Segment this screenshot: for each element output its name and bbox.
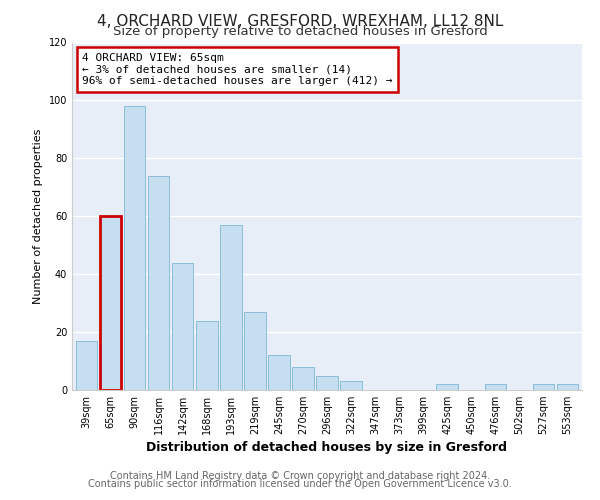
Bar <box>124 106 145 390</box>
Bar <box>292 367 314 390</box>
Bar <box>196 320 218 390</box>
Text: 4, ORCHARD VIEW, GRESFORD, WREXHAM, LL12 8NL: 4, ORCHARD VIEW, GRESFORD, WREXHAM, LL12… <box>97 14 503 28</box>
Bar <box>533 384 554 390</box>
Bar <box>148 176 169 390</box>
Bar <box>244 312 266 390</box>
Text: Contains public sector information licensed under the Open Government Licence v3: Contains public sector information licen… <box>88 479 512 489</box>
Bar <box>172 262 193 390</box>
Bar <box>485 384 506 390</box>
Bar <box>268 355 290 390</box>
Bar <box>436 384 458 390</box>
Y-axis label: Number of detached properties: Number of detached properties <box>33 128 43 304</box>
Text: Size of property relative to detached houses in Gresford: Size of property relative to detached ho… <box>113 25 487 38</box>
Text: Contains HM Land Registry data © Crown copyright and database right 2024.: Contains HM Land Registry data © Crown c… <box>110 471 490 481</box>
Bar <box>76 341 97 390</box>
Bar <box>557 384 578 390</box>
Bar <box>340 382 362 390</box>
Bar <box>316 376 338 390</box>
Bar <box>100 216 121 390</box>
X-axis label: Distribution of detached houses by size in Gresford: Distribution of detached houses by size … <box>146 442 508 454</box>
Text: 4 ORCHARD VIEW: 65sqm
← 3% of detached houses are smaller (14)
96% of semi-detac: 4 ORCHARD VIEW: 65sqm ← 3% of detached h… <box>82 53 392 86</box>
Bar <box>220 225 242 390</box>
